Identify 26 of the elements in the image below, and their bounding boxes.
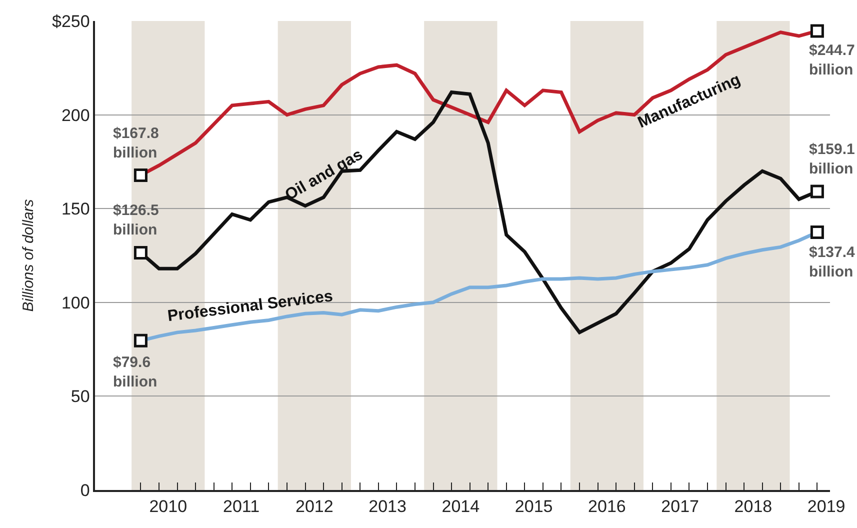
x-tick-label: 2014 [442, 497, 480, 516]
y-axis-title: Billions of dollars [20, 198, 37, 312]
point [810, 184, 824, 198]
text: Professional Services [166, 288, 334, 326]
point [134, 246, 148, 260]
annotation: $137.4 billion [809, 244, 856, 280]
x-tick-label: 2019 [807, 497, 846, 516]
x-tick-label: 2010 [149, 497, 188, 516]
y-tick-label: 200 [61, 106, 90, 125]
x-tick-label: 2016 [588, 497, 626, 516]
y-tick-label: 150 [61, 200, 90, 219]
annotation: $159.1 billion [809, 141, 855, 178]
annotation: $79.6 billion [113, 354, 158, 390]
y-tick-label: 100 [61, 293, 90, 312]
y-tick-label: 50 [70, 387, 90, 406]
y-tick-label: 0 [80, 480, 90, 500]
x-tick-label: 2018 [734, 497, 772, 516]
annotation: $167.8 billion [113, 125, 159, 162]
x-tick-label: 2013 [368, 497, 406, 516]
x-tick-label: 2015 [514, 497, 553, 516]
x-tick-label: 2012 [295, 497, 334, 516]
y-tick-label: $250 [52, 12, 90, 31]
annotation: $244.7 billion [809, 42, 855, 78]
annotation: $126.5 billion [113, 202, 159, 238]
x-tick-label: 2011 [222, 497, 260, 516]
x-tick-label: 2017 [661, 497, 699, 516]
